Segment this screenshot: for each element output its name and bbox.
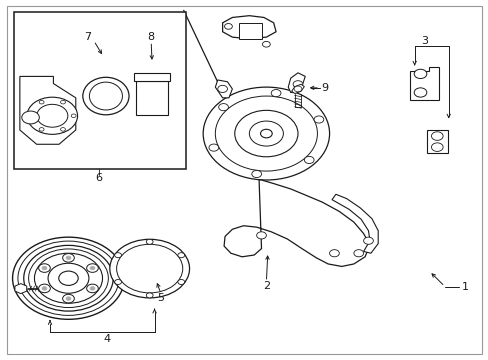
Circle shape xyxy=(218,104,228,111)
Circle shape xyxy=(66,256,71,260)
Circle shape xyxy=(90,266,95,270)
Text: 2: 2 xyxy=(262,281,269,291)
Text: 8: 8 xyxy=(147,32,154,42)
Text: 3: 3 xyxy=(420,36,427,46)
Circle shape xyxy=(430,132,442,140)
Circle shape xyxy=(146,293,153,298)
Circle shape xyxy=(13,237,124,319)
Circle shape xyxy=(110,239,189,298)
Ellipse shape xyxy=(89,82,122,110)
Circle shape xyxy=(234,111,297,157)
Circle shape xyxy=(249,121,283,146)
Circle shape xyxy=(116,244,183,293)
Circle shape xyxy=(353,249,363,257)
Circle shape xyxy=(413,88,426,97)
Circle shape xyxy=(66,297,71,300)
Circle shape xyxy=(18,241,119,315)
Circle shape xyxy=(215,96,317,171)
Circle shape xyxy=(29,249,108,307)
Circle shape xyxy=(292,81,302,88)
Circle shape xyxy=(304,156,313,163)
Ellipse shape xyxy=(82,77,129,115)
Circle shape xyxy=(178,279,184,284)
Polygon shape xyxy=(136,81,167,115)
Polygon shape xyxy=(409,67,438,100)
Bar xyxy=(14,12,186,169)
Polygon shape xyxy=(134,73,170,81)
Circle shape xyxy=(256,232,266,239)
Circle shape xyxy=(293,86,301,92)
Circle shape xyxy=(146,239,153,244)
Circle shape xyxy=(59,271,78,285)
Polygon shape xyxy=(291,84,304,94)
Text: 6: 6 xyxy=(95,173,102,183)
Circle shape xyxy=(48,263,89,293)
Circle shape xyxy=(203,87,329,180)
Text: 5: 5 xyxy=(157,293,164,303)
Circle shape xyxy=(34,253,102,303)
Polygon shape xyxy=(15,284,27,294)
Circle shape xyxy=(313,116,323,123)
Circle shape xyxy=(208,144,218,151)
Circle shape xyxy=(37,104,68,127)
Circle shape xyxy=(224,23,232,29)
Circle shape xyxy=(27,97,78,134)
Circle shape xyxy=(251,170,261,177)
Polygon shape xyxy=(331,194,377,253)
Circle shape xyxy=(86,284,98,293)
Polygon shape xyxy=(20,76,76,144)
Text: 9: 9 xyxy=(321,83,327,93)
Polygon shape xyxy=(426,130,447,153)
Circle shape xyxy=(260,129,272,138)
Circle shape xyxy=(363,237,372,244)
Circle shape xyxy=(217,85,227,93)
Circle shape xyxy=(22,111,39,124)
Text: 1: 1 xyxy=(461,282,468,292)
Circle shape xyxy=(115,279,121,284)
Circle shape xyxy=(115,253,121,258)
Circle shape xyxy=(329,249,339,257)
Circle shape xyxy=(42,287,47,290)
Circle shape xyxy=(42,266,47,270)
Circle shape xyxy=(86,264,98,273)
Circle shape xyxy=(39,264,50,273)
Circle shape xyxy=(62,294,74,303)
Circle shape xyxy=(271,90,281,97)
Text: 4: 4 xyxy=(103,334,111,344)
Polygon shape xyxy=(224,180,369,266)
Circle shape xyxy=(90,287,95,290)
Text: 7: 7 xyxy=(84,32,91,42)
Polygon shape xyxy=(287,73,305,93)
Polygon shape xyxy=(215,80,232,98)
Circle shape xyxy=(262,41,270,47)
Circle shape xyxy=(39,284,50,293)
Circle shape xyxy=(24,246,113,311)
Polygon shape xyxy=(222,16,276,39)
Circle shape xyxy=(62,253,74,262)
Circle shape xyxy=(430,143,442,152)
Circle shape xyxy=(178,253,184,258)
Circle shape xyxy=(413,69,426,78)
Polygon shape xyxy=(238,23,261,39)
